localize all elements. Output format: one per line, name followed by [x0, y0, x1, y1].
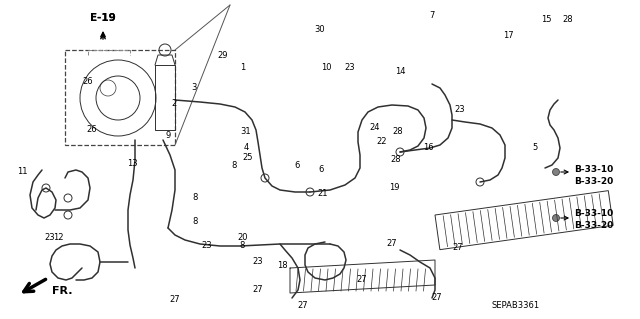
Text: 27: 27 [387, 239, 397, 248]
Text: B-33-20: B-33-20 [574, 220, 613, 229]
Text: 15: 15 [541, 16, 551, 25]
Text: 27: 27 [253, 286, 263, 294]
Text: 25: 25 [243, 153, 253, 162]
Text: 21: 21 [317, 189, 328, 197]
Text: 28: 28 [393, 128, 403, 137]
Text: 6: 6 [318, 166, 324, 174]
Text: 27: 27 [356, 276, 367, 285]
Text: B-33-20: B-33-20 [574, 176, 613, 186]
Text: 27: 27 [298, 301, 308, 310]
Text: FR.: FR. [52, 286, 72, 296]
Bar [65, 50, 175, 145]
Text: 6: 6 [294, 160, 300, 169]
Text: 23: 23 [454, 106, 465, 115]
Text: 29: 29 [218, 50, 228, 60]
Text: 4: 4 [243, 143, 248, 152]
Text: 11: 11 [17, 167, 28, 176]
Text: 28: 28 [390, 155, 401, 165]
Text: 17: 17 [502, 31, 513, 40]
Text: 28: 28 [563, 16, 573, 25]
Text: 23: 23 [45, 234, 55, 242]
Text: 12: 12 [52, 234, 63, 242]
Text: 8: 8 [192, 218, 198, 226]
Text: 23: 23 [253, 257, 263, 266]
Text: 30: 30 [315, 26, 325, 34]
Text: 2: 2 [172, 99, 177, 108]
Text: 31: 31 [241, 128, 252, 137]
Text: 3: 3 [191, 84, 196, 93]
Text: E-19: E-19 [90, 13, 116, 23]
Text: 20: 20 [237, 234, 248, 242]
Text: 24: 24 [370, 123, 380, 132]
Circle shape [552, 214, 559, 221]
Text: 27: 27 [170, 295, 180, 305]
Text: 27: 27 [452, 243, 463, 253]
Text: 1: 1 [241, 63, 246, 71]
Text: SEPAB3361: SEPAB3361 [492, 301, 540, 310]
Text: B-33-10: B-33-10 [574, 210, 613, 219]
Circle shape [552, 168, 559, 175]
Text: 27: 27 [432, 293, 442, 302]
Bar [435, 191, 613, 250]
Text: 10: 10 [321, 63, 332, 72]
Text: 23: 23 [345, 63, 355, 72]
Text: B-33-10: B-33-10 [574, 166, 613, 174]
Text: 13: 13 [127, 159, 138, 167]
Text: 26: 26 [86, 125, 97, 135]
Text: 8: 8 [231, 160, 237, 169]
Text: 16: 16 [422, 144, 433, 152]
Text: 7: 7 [429, 11, 435, 19]
Text: 19: 19 [388, 183, 399, 192]
Text: 8: 8 [192, 194, 198, 203]
Text: 5: 5 [532, 144, 538, 152]
Text: 22: 22 [377, 137, 387, 146]
Text: E-19: E-19 [90, 13, 116, 23]
Text: 9: 9 [165, 130, 171, 139]
Text: 14: 14 [395, 68, 405, 77]
Text: 26: 26 [83, 78, 93, 86]
Text: 18: 18 [276, 261, 287, 270]
Text: 23: 23 [202, 241, 212, 249]
Text: 8: 8 [239, 241, 244, 249]
